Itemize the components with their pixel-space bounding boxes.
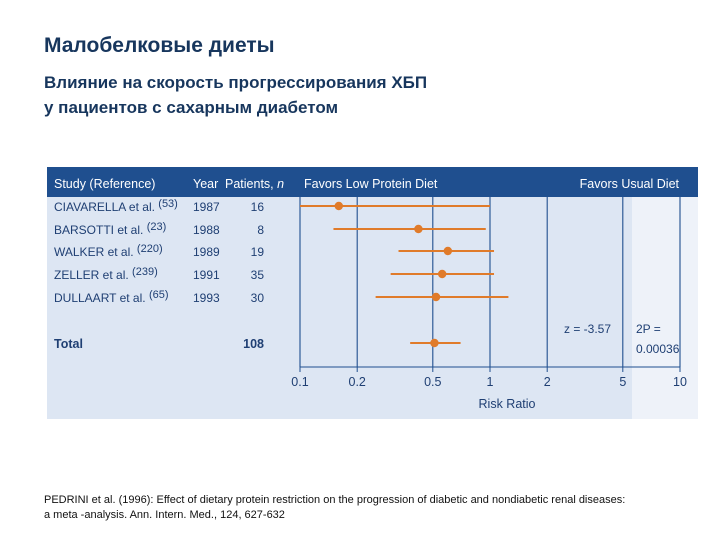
total-patients: 108 bbox=[243, 337, 264, 351]
header-patients: Patients, n bbox=[225, 177, 284, 191]
study-name-label: DULLAART et al. bbox=[54, 291, 149, 305]
p-value-label: 2P = bbox=[636, 322, 661, 336]
study-name-label: BARSOTTI et al. bbox=[54, 223, 147, 237]
header-favors-right: Favors Usual Diet bbox=[580, 177, 680, 191]
forest-plot: Study (Reference) Year Patients, n Favor… bbox=[47, 167, 698, 419]
study-name: DULLAART et al. (65) bbox=[54, 289, 169, 305]
study-row: ZELLER et al. (239) 1991 35 bbox=[54, 266, 495, 282]
study-row: WALKER et al. (220) 1989 19 bbox=[54, 243, 495, 259]
forest-plot-panel: Study (Reference) Year Patients, n Favor… bbox=[47, 167, 698, 419]
study-patients: 30 bbox=[251, 291, 265, 305]
study-name-label: WALKER et al. bbox=[54, 245, 137, 259]
citation-line-2: a meta -analysis. Ann. Intern. Med., 124… bbox=[44, 509, 285, 521]
x-tick-label: 10 bbox=[673, 375, 687, 389]
x-tick-label: 1 bbox=[487, 375, 494, 389]
x-tick-label: 0.5 bbox=[424, 375, 441, 389]
study-year: 1988 bbox=[193, 223, 220, 237]
total-row: Total 108 bbox=[54, 337, 461, 351]
point-estimate bbox=[443, 246, 453, 256]
subtitle-line-2: у пациентов с сахарным диабетом bbox=[44, 98, 339, 117]
point-estimate bbox=[437, 269, 447, 279]
study-year: 1991 bbox=[193, 268, 220, 282]
point-estimate bbox=[431, 292, 441, 302]
x-tick-label: 0.2 bbox=[349, 375, 366, 389]
total-label: Total bbox=[54, 337, 83, 351]
study-row: DULLAART et al. (65) 1993 30 bbox=[54, 289, 509, 305]
study-reference: (23) bbox=[147, 221, 167, 233]
x-tick-label: 0.1 bbox=[291, 375, 308, 389]
x-tick-label: 5 bbox=[619, 375, 626, 389]
header-study: Study (Reference) bbox=[54, 177, 155, 191]
study-year: 1987 bbox=[193, 200, 220, 214]
study-row: CIAVARELLA et al. (53) 1987 16 bbox=[54, 198, 490, 214]
citation-line-1: PEDRINI et al. (1996): Effect of dietary… bbox=[44, 494, 626, 506]
study-name: WALKER et al. (220) bbox=[54, 243, 163, 259]
study-name: ZELLER et al. (239) bbox=[54, 266, 158, 282]
axis-layer: 0.1 0.2 0.5 1 2 5 10 bbox=[291, 197, 687, 389]
study-name: BARSOTTI et al. (23) bbox=[54, 221, 166, 237]
citation: PEDRINI et al. (1996): Effect of dietary… bbox=[44, 493, 694, 523]
header-patients-n: n bbox=[277, 177, 284, 191]
total-point-estimate bbox=[430, 338, 439, 348]
slide-subtitle: Влияние на скорость прогрессирования ХБП… bbox=[44, 70, 427, 120]
study-name-label: ZELLER et al. bbox=[54, 268, 132, 282]
study-patients: 8 bbox=[257, 223, 264, 237]
study-year: 1989 bbox=[193, 245, 220, 259]
slide-title: Малобелковые диеты bbox=[44, 34, 275, 57]
study-name: CIAVARELLA et al. (53) bbox=[54, 198, 178, 214]
study-reference: (65) bbox=[149, 289, 169, 301]
header-year: Year bbox=[193, 177, 218, 191]
study-patients: 16 bbox=[251, 200, 265, 214]
x-axis-label: Risk Ratio bbox=[479, 397, 536, 411]
study-year: 1993 bbox=[193, 291, 220, 305]
header-favors-left: Favors Low Protein Diet bbox=[304, 177, 438, 191]
study-patients: 19 bbox=[251, 245, 265, 259]
study-row: BARSOTTI et al. (23) 1988 8 bbox=[54, 221, 486, 237]
point-estimate bbox=[334, 201, 343, 211]
study-reference: (53) bbox=[158, 198, 178, 210]
study-rows: CIAVARELLA et al. (53) 1987 16 BARSOTTI et … bbox=[54, 198, 509, 305]
x-tick-label: 2 bbox=[544, 375, 551, 389]
study-reference: (220) bbox=[137, 243, 163, 255]
header-patients-label: Patients, bbox=[225, 177, 274, 191]
point-estimate bbox=[414, 224, 423, 234]
z-statistic: z = -3.57 bbox=[564, 322, 611, 336]
header-bar bbox=[47, 167, 698, 197]
panel-light-strip bbox=[632, 193, 698, 419]
subtitle-line-1: Влияние на скорость прогрессирования ХБП bbox=[44, 73, 428, 92]
study-name-label: CIAVARELLA et al. bbox=[54, 200, 158, 214]
label-column-background bbox=[47, 197, 292, 419]
p-value: 0.00036 bbox=[636, 342, 680, 356]
study-patients: 35 bbox=[251, 268, 265, 282]
study-reference: (239) bbox=[132, 266, 158, 278]
